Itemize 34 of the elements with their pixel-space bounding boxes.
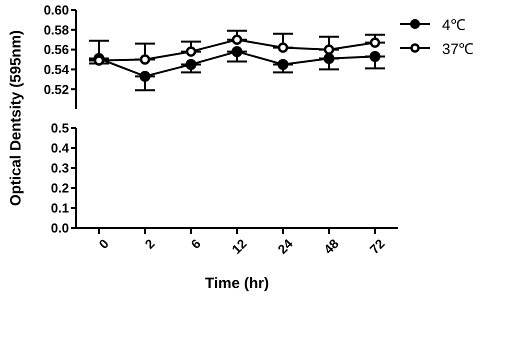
x-tick-label: 2 — [142, 236, 158, 252]
y-tick-label: 0.1 — [50, 200, 69, 216]
y-tick-label: 0.3 — [50, 160, 69, 176]
x-tick-label: 72 — [366, 236, 388, 257]
y-tick-label: 0.58 — [44, 22, 69, 38]
x-tick-label: 6 — [188, 236, 204, 252]
y-tick-label: 0.54 — [44, 62, 70, 78]
x-tick-label: 12 — [228, 236, 250, 257]
point — [370, 51, 380, 62]
x-tick-label: 0 — [96, 236, 112, 252]
point — [186, 46, 196, 57]
y-axis-title: Optical Dentsity (595nm) — [8, 30, 24, 206]
point — [278, 42, 288, 53]
point — [370, 37, 380, 48]
point — [186, 58, 196, 70]
x-axis-title: Time (hr) — [205, 275, 269, 292]
point — [140, 70, 150, 82]
legend-label: 37℃ — [442, 40, 474, 58]
y-tick-label: 0.52 — [44, 82, 69, 97]
y-tick-label: 0.60 — [44, 2, 69, 18]
y-tick-label: 0.2 — [50, 180, 69, 196]
legend-label: 4℃ — [442, 16, 466, 34]
point — [232, 46, 242, 58]
point — [278, 58, 288, 70]
point — [140, 54, 150, 65]
x-tick-label: 48 — [320, 236, 342, 257]
y-tick-label: 0.0 — [50, 220, 69, 236]
y-tick-label: 0.5 — [50, 120, 69, 136]
x-tick-label: 24 — [274, 236, 296, 257]
point — [324, 53, 334, 64]
point — [232, 34, 242, 45]
y-tick-label: 0.56 — [44, 42, 69, 58]
y-tick-label: 0.4 — [50, 140, 70, 156]
point — [324, 44, 334, 55]
